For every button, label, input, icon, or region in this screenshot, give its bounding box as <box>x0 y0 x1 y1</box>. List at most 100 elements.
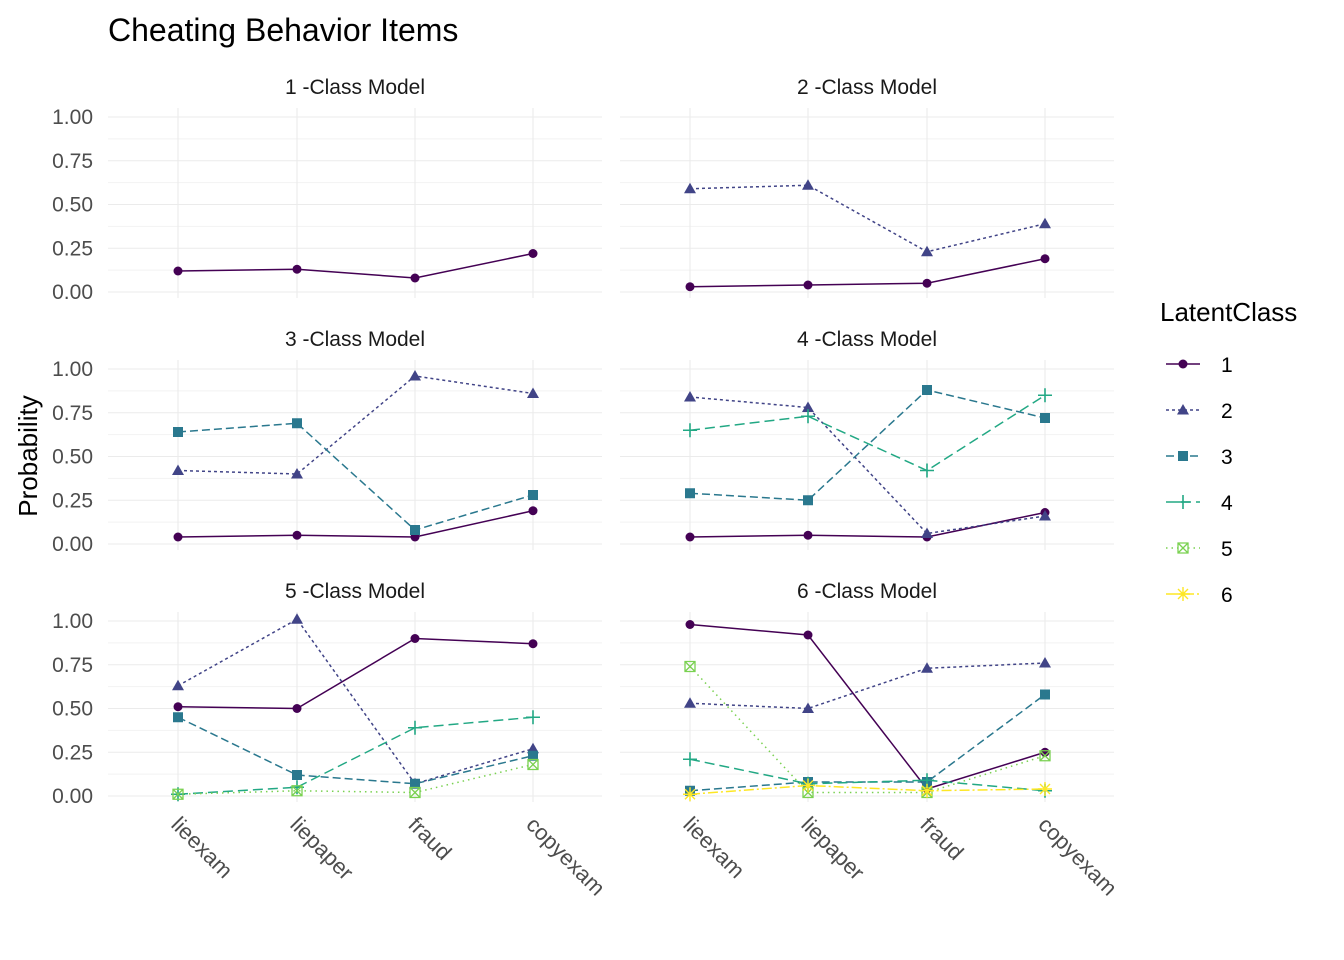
y-tick-label: 1.00 <box>52 610 93 633</box>
point-class-2 <box>291 468 303 479</box>
y-tick-label: 0.25 <box>52 741 93 764</box>
point-class-1 <box>410 634 420 643</box>
x-tick-label: copyexam <box>521 812 610 901</box>
panel-1: 1 -Class Model 0.00 0.25 0.50 0.75 1.00 <box>52 76 602 304</box>
legend-label: 5 <box>1221 538 1233 561</box>
y-tick-label: 0.50 <box>52 698 93 721</box>
series-line-class-3 <box>177 716 534 785</box>
point-class-1 <box>1040 254 1050 264</box>
legend-title: LatentClass <box>1160 297 1297 327</box>
point-class-5 <box>291 785 303 797</box>
series-line-class-3 <box>689 389 1046 502</box>
y-axis-label: Probability <box>13 395 43 516</box>
y-tick-label: 0.50 <box>52 446 93 469</box>
panel-title: 1 -Class Model <box>285 76 425 99</box>
point-class-2 <box>921 662 933 673</box>
panel-title: 5 -Class Model <box>285 580 425 603</box>
point-class-3 <box>803 495 813 506</box>
series-line-class-5 <box>689 665 1046 794</box>
point-class-2 <box>684 697 696 708</box>
point-class-5 <box>684 660 696 673</box>
panel-title: 4 -Class Model <box>797 328 937 351</box>
point-class-4 <box>683 423 697 438</box>
panel-title: 6 -Class Model <box>797 580 937 603</box>
chart-title: Cheating Behavior Items <box>108 12 458 48</box>
point-class-3 <box>173 712 183 723</box>
y-tick-label: 0.00 <box>52 785 93 808</box>
series-line-class-1 <box>177 637 534 710</box>
point-class-1 <box>173 702 183 712</box>
point-class-3 <box>410 778 420 789</box>
legend-marker <box>1178 359 1188 369</box>
point-class-2 <box>1039 657 1051 668</box>
series-line-class-1 <box>177 252 534 279</box>
point-class-5 <box>1039 750 1051 762</box>
point-class-2 <box>684 182 696 194</box>
point-class-1 <box>292 530 302 540</box>
legend-marker <box>1177 542 1189 554</box>
legend-entry-5: 5 <box>1166 538 1233 561</box>
series-line-class-5 <box>177 763 534 795</box>
series-line-class-2 <box>689 396 1046 535</box>
y-tick-label: 0.00 <box>52 281 93 304</box>
point-class-4 <box>801 409 815 424</box>
panel-5: 5 -Class Model 0.00 0.25 0.50 0.75 1.00 lieexa… <box>52 580 610 900</box>
point-class-4 <box>408 720 422 735</box>
point-class-1 <box>292 264 302 274</box>
point-class-2 <box>291 613 303 624</box>
legend-marker <box>1178 451 1188 461</box>
point-class-4 <box>920 463 934 478</box>
point-class-3 <box>685 488 695 499</box>
point-class-6 <box>1038 782 1052 796</box>
point-class-2 <box>684 391 696 402</box>
point-class-1 <box>173 532 183 542</box>
point-class-1 <box>803 630 813 640</box>
y-tick-label: 0.25 <box>52 237 93 260</box>
point-class-2 <box>172 464 184 475</box>
point-class-3 <box>1040 689 1050 700</box>
point-class-3 <box>528 490 538 500</box>
legend: LatentClass 1 2 3 4 5 6 <box>1160 297 1297 607</box>
point-class-2 <box>802 401 814 412</box>
series-line-class-1 <box>177 510 534 538</box>
point-class-1 <box>685 620 695 629</box>
legend-marker <box>1176 587 1190 601</box>
panel-title: 3 -Class Model <box>285 328 425 351</box>
legend-marker <box>1177 404 1189 415</box>
y-tick-label: 1.00 <box>52 106 93 129</box>
legend-entry-3: 3 <box>1166 446 1233 469</box>
series-line-class-4 <box>689 758 1046 792</box>
x-tick-label: fraud <box>403 812 456 865</box>
point-class-2 <box>1039 217 1051 229</box>
point-class-2 <box>802 702 814 713</box>
y-tick-label: 0.00 <box>52 533 93 556</box>
panel-6: 6 -Class Model lieexam liepaper fraud copyex… <box>620 580 1122 900</box>
point-class-1 <box>528 639 538 649</box>
point-class-4 <box>683 752 697 767</box>
series-line-class-3 <box>177 422 534 531</box>
legend-label: 6 <box>1221 584 1233 607</box>
series-line-class-4 <box>177 716 534 795</box>
series-line-class-2 <box>177 618 534 785</box>
series-line-class-1 <box>689 511 1046 538</box>
legend-entry-2: 2 <box>1166 400 1233 423</box>
point-class-1 <box>173 266 183 276</box>
point-class-1 <box>803 280 813 290</box>
point-class-4 <box>1038 388 1052 403</box>
series-line-class-2 <box>689 184 1046 253</box>
point-class-1 <box>528 249 538 258</box>
panel-3: 3 -Class Model 0.00 0.25 0.50 0.75 1.00 <box>52 328 602 556</box>
series-line-class-2 <box>689 662 1046 710</box>
facet-panels: 1 -Class Model 0.00 0.25 0.50 0.75 1.00 2 -Cla… <box>52 76 1122 900</box>
series-line-class-2 <box>177 375 534 475</box>
point-class-2 <box>172 679 184 691</box>
point-class-2 <box>921 527 933 538</box>
point-class-1 <box>1040 747 1050 757</box>
point-class-3 <box>1040 413 1050 423</box>
point-class-5 <box>527 758 539 771</box>
point-class-2 <box>802 179 814 190</box>
y-tick-label: 0.75 <box>52 150 93 173</box>
panel-title: 2 -Class Model <box>797 76 937 99</box>
y-tick-label: 0.25 <box>52 489 93 512</box>
